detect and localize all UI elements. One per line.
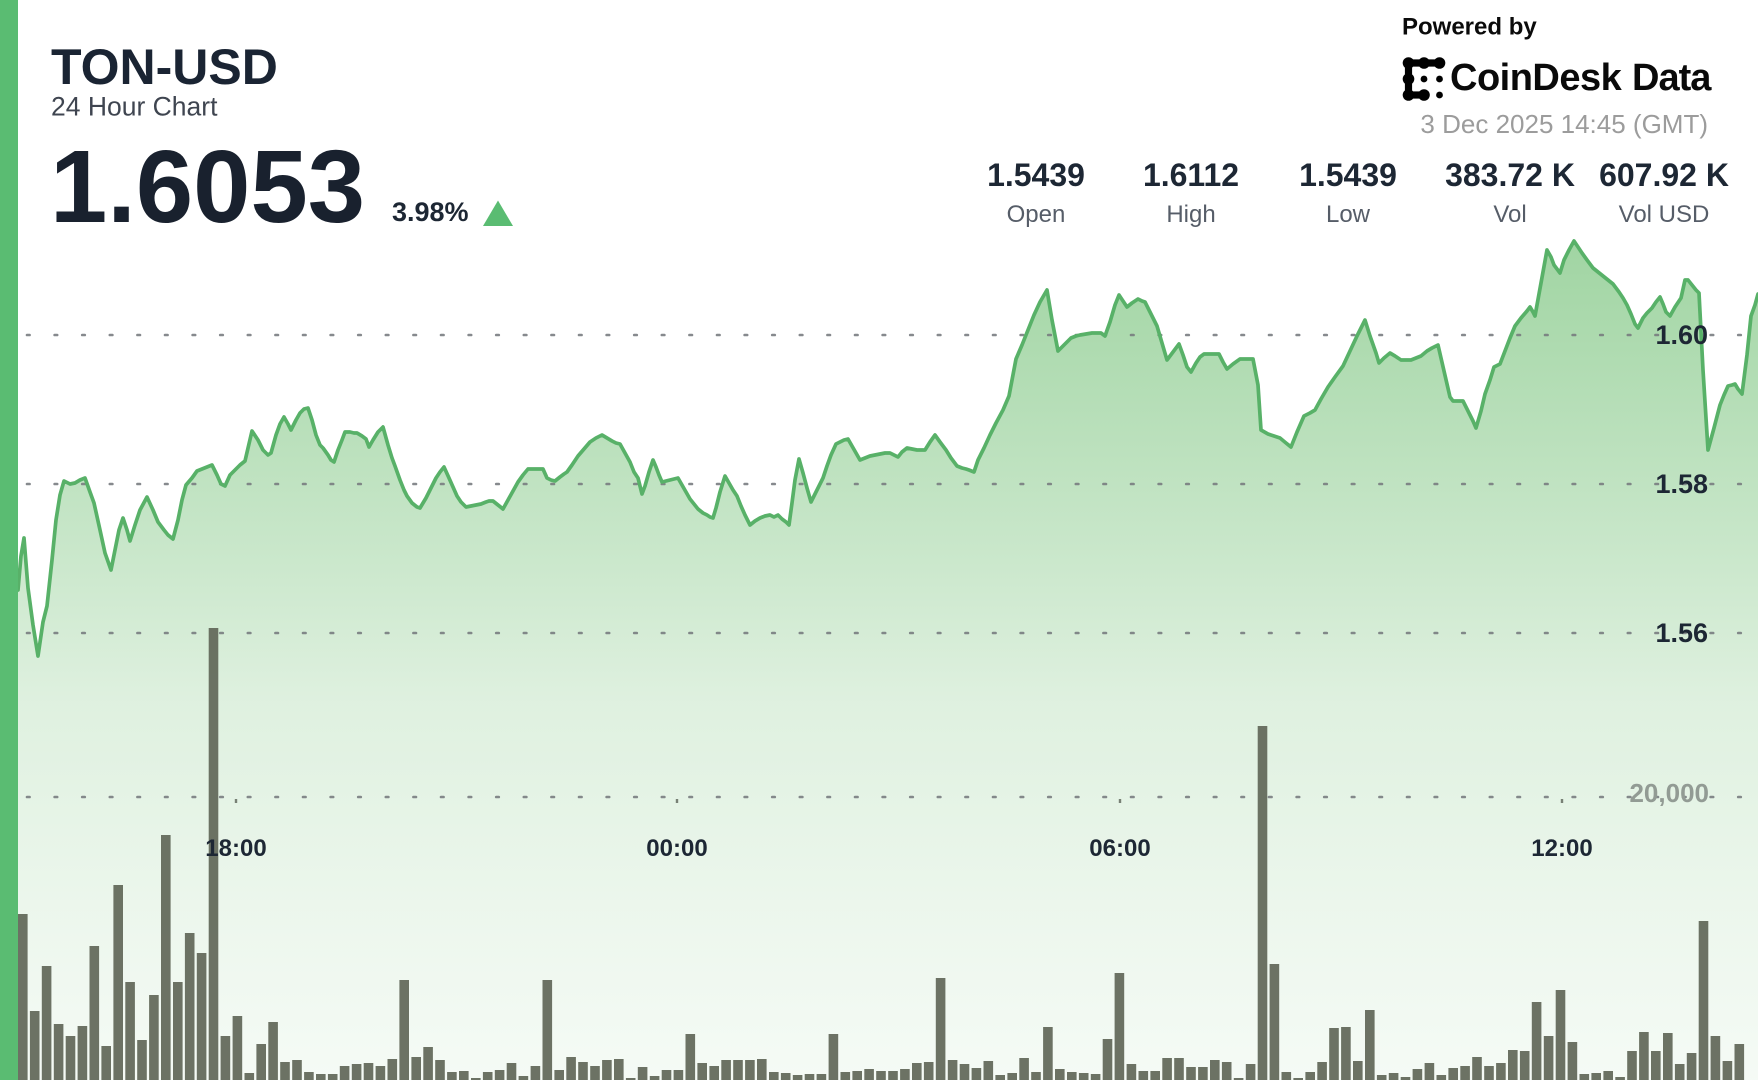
svg-text:High: High [1166, 201, 1215, 228]
svg-text:Open: Open [1007, 201, 1066, 228]
svg-text:1.5439: 1.5439 [987, 157, 1085, 193]
svg-text:Vol USD: Vol USD [1619, 201, 1710, 228]
svg-text:3.98%: 3.98% [392, 197, 469, 227]
svg-text:383.72 K: 383.72 K [1445, 157, 1575, 193]
svg-text:00:00: 00:00 [646, 835, 707, 862]
svg-text:24 Hour Chart: 24 Hour Chart [51, 92, 218, 122]
svg-text:1.58: 1.58 [1655, 469, 1708, 499]
svg-text:CoinDesk: CoinDesk [1450, 57, 1623, 99]
svg-text:18:00: 18:00 [205, 835, 266, 862]
svg-text:Data: Data [1632, 57, 1712, 99]
svg-text:Vol: Vol [1493, 201, 1526, 228]
svg-text:1.56: 1.56 [1655, 618, 1708, 648]
svg-text:1.6053: 1.6053 [50, 129, 365, 244]
svg-text:1.6112: 1.6112 [1143, 157, 1239, 193]
svg-text:20,000: 20,000 [1629, 778, 1709, 808]
svg-text:TON-USD: TON-USD [51, 39, 278, 95]
svg-text:607.92 K: 607.92 K [1599, 157, 1729, 193]
svg-text:1.60: 1.60 [1655, 320, 1708, 350]
svg-text:1.5439: 1.5439 [1299, 157, 1397, 193]
svg-text:12:00: 12:00 [1531, 835, 1592, 862]
svg-text:3 Dec 2025 14:45 (GMT): 3 Dec 2025 14:45 (GMT) [1420, 109, 1708, 139]
svg-text:Low: Low [1326, 201, 1371, 228]
svg-text:06:00: 06:00 [1089, 835, 1150, 862]
svg-text:Powered by: Powered by [1402, 14, 1537, 41]
